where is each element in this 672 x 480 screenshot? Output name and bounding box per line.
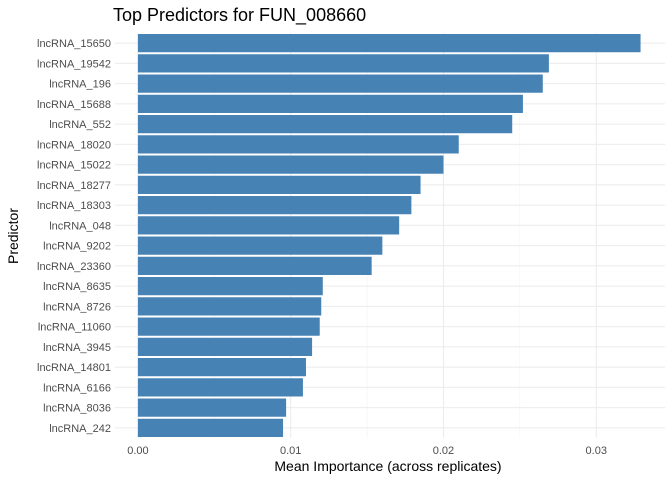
y-tick-label: lncRNA_15650 (37, 38, 111, 50)
y-tick-labels: lncRNA_15650 lncRNA_19542 lncRNA_196 lncRNA… (37, 38, 111, 435)
bar-lncRNA_15650 (137, 34, 641, 53)
y-tick-label: lncRNA_11060 (38, 322, 111, 334)
y-tick-label: lncRNA_6166 (43, 382, 111, 394)
y-tick-label: lncRNA_15022 (37, 160, 111, 172)
bar-lncRNA_18277 (137, 175, 421, 194)
chart-title: Top Predictors for FUN_008660 (113, 5, 366, 26)
x-tick-labels: 0.00 0.01 0.02 0.03 (127, 445, 607, 457)
bar-lncRNA_18303 (137, 196, 412, 215)
gridlines (115, 33, 665, 438)
x-tick-label: 0.03 (586, 445, 607, 457)
y-tick-label: lncRNA_15688 (37, 99, 111, 111)
bar-lncRNA_3945 (137, 337, 313, 356)
x-tick-label: 0.00 (127, 445, 148, 457)
y-tick-label: lncRNA_9202 (43, 241, 111, 253)
y-tick-label: lncRNA_552 (49, 119, 111, 131)
bar-lncRNA_552 (137, 115, 513, 134)
y-axis-title: Predictor (5, 208, 21, 264)
y-tick-label: lncRNA_14801 (37, 362, 111, 374)
bars (137, 34, 641, 437)
bar-lncRNA_196 (137, 74, 543, 93)
bar-lncRNA_8635 (137, 277, 323, 296)
y-tick-label: lncRNA_3945 (43, 342, 111, 354)
y-tick-label: lncRNA_8635 (43, 281, 111, 293)
bar-lncRNA_15022 (137, 155, 444, 174)
y-tick-label: lncRNA_19542 (37, 58, 111, 70)
bar-lncRNA_048 (137, 216, 400, 235)
y-tick-label: lncRNA_18020 (37, 139, 111, 151)
bar-lncRNA_242 (137, 418, 284, 437)
bar-lncRNA_23360 (137, 256, 372, 275)
bar-lncRNA_9202 (137, 236, 383, 255)
bar-lncRNA_14801 (137, 358, 306, 377)
x-tick-label: 0.02 (433, 445, 454, 457)
bar-lncRNA_18020 (137, 135, 459, 154)
bar-lncRNA_8726 (137, 297, 322, 316)
y-tick-label: lncRNA_18277 (37, 180, 111, 192)
y-tick-label: lncRNA_048 (49, 220, 111, 232)
y-tick-label: lncRNA_23360 (37, 261, 111, 273)
bar-lncRNA_15688 (137, 94, 523, 113)
bar-lncRNA_19542 (137, 54, 549, 73)
bar-lncRNA_8036 (137, 398, 287, 417)
x-tick-label: 0.01 (280, 445, 301, 457)
y-tick-label: lncRNA_18303 (37, 200, 111, 212)
y-tick-label: lncRNA_8036 (43, 403, 111, 415)
y-tick-label: lncRNA_242 (49, 423, 111, 435)
y-tick-label: lncRNA_8726 (43, 301, 111, 313)
bar-lncRNA_11060 (137, 317, 320, 336)
bar-lncRNA_6166 (137, 378, 303, 397)
x-axis-title: Mean Importance (across replicates) (274, 458, 501, 474)
y-tick-label: lncRNA_196 (49, 79, 111, 91)
